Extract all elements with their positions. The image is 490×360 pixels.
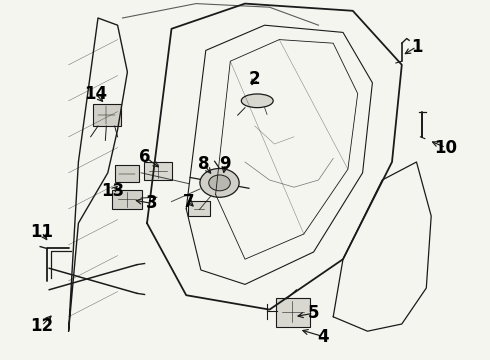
Text: 5: 5	[308, 304, 319, 322]
Text: 3: 3	[146, 194, 158, 212]
Circle shape	[209, 175, 230, 191]
Text: 2: 2	[249, 70, 261, 88]
FancyBboxPatch shape	[112, 190, 142, 209]
Text: 4: 4	[318, 328, 329, 346]
Text: 9: 9	[220, 155, 231, 173]
Text: 10: 10	[435, 139, 457, 157]
FancyBboxPatch shape	[188, 201, 210, 216]
FancyBboxPatch shape	[115, 165, 139, 182]
Text: 1: 1	[411, 38, 422, 56]
FancyBboxPatch shape	[276, 298, 310, 327]
Text: 6: 6	[139, 148, 150, 166]
Text: 7: 7	[183, 193, 195, 211]
Text: 14: 14	[84, 85, 107, 103]
Text: 12: 12	[30, 317, 53, 335]
Circle shape	[200, 168, 239, 197]
FancyBboxPatch shape	[144, 162, 172, 180]
Ellipse shape	[242, 94, 273, 108]
Text: 11: 11	[30, 223, 53, 241]
FancyBboxPatch shape	[93, 104, 121, 126]
Text: 13: 13	[101, 182, 124, 200]
Text: 8: 8	[197, 155, 209, 173]
